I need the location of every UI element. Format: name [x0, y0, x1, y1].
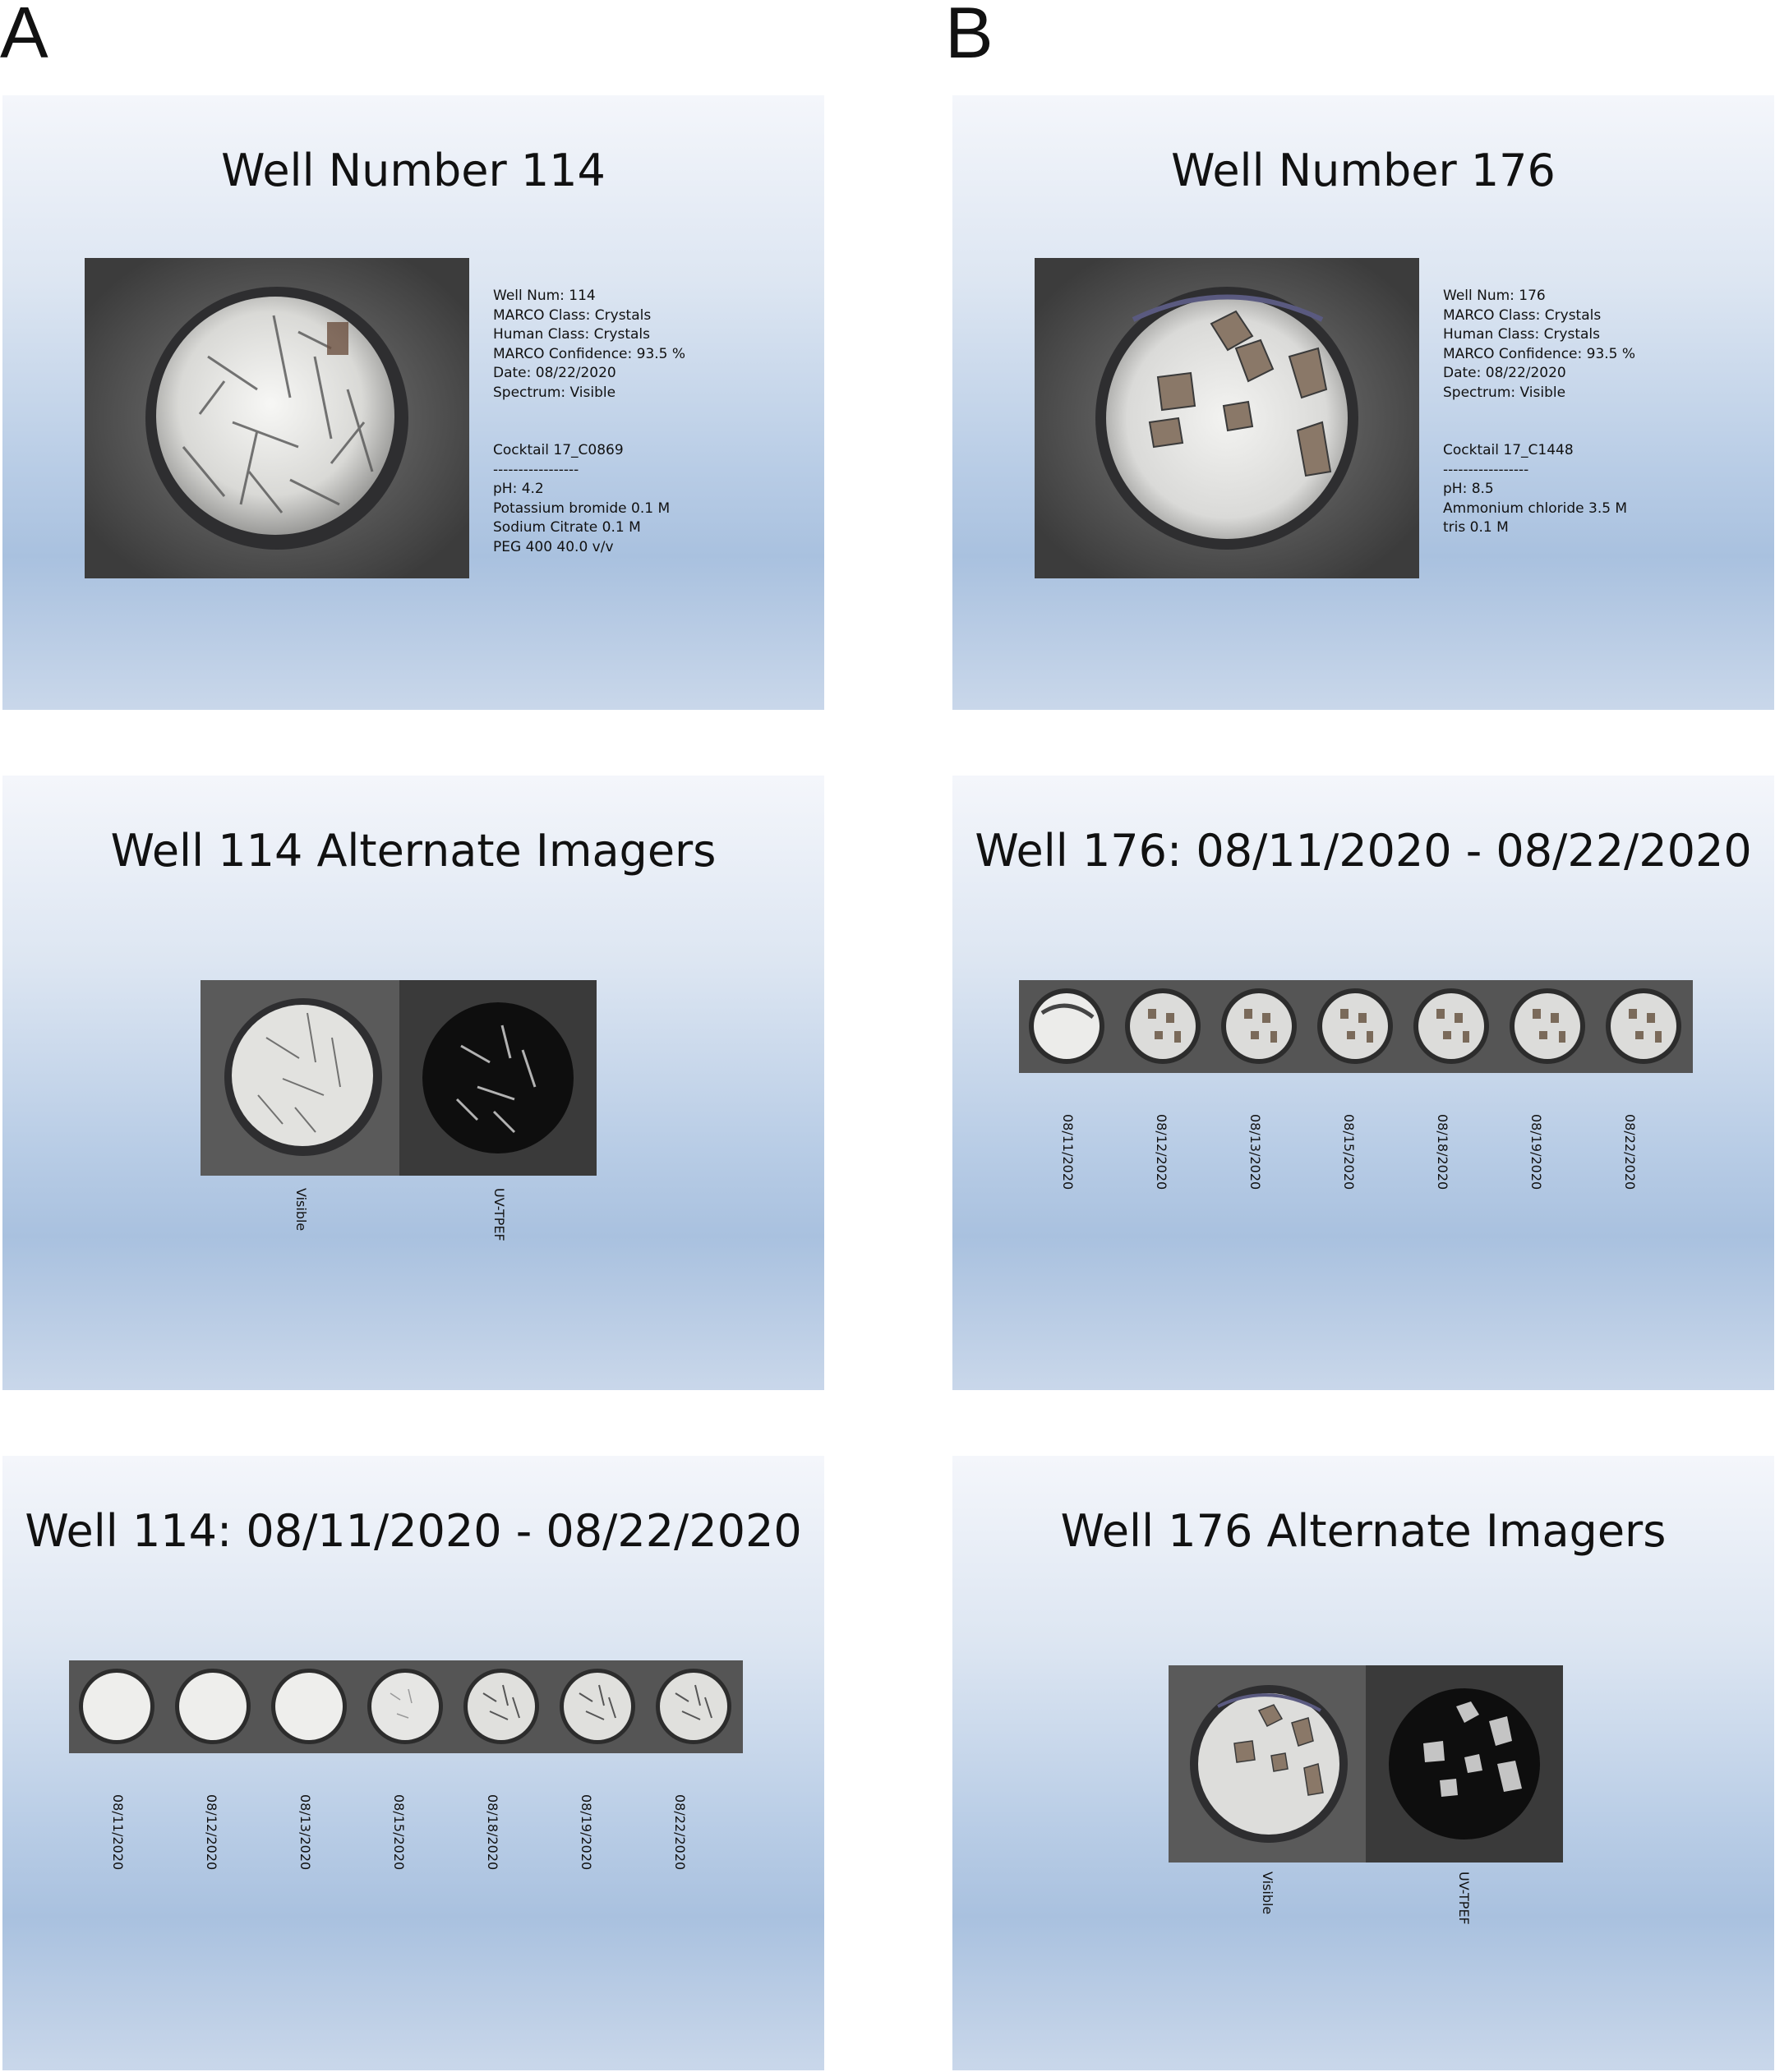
- timeline-thumb: [357, 1660, 454, 1753]
- timeline-date-label: 08/11/2020: [1060, 1114, 1076, 1190]
- well-details: Well Num: 176 MARCO Class: Crystals Huma…: [1443, 288, 1636, 401]
- timeline-date-label: 08/19/2020: [579, 1794, 594, 1871]
- slide-well-176-summary: Well Number 176: [952, 95, 1774, 710]
- timeline-thumb: [69, 1660, 165, 1753]
- timeline-thumb: [454, 1660, 550, 1753]
- timeline-thumb: [1500, 980, 1596, 1073]
- cocktail-details: Cocktail 17_C0869 ----------------- pH: …: [493, 442, 671, 555]
- imager-label-uv-tpef: UV-TPEF: [1456, 1872, 1472, 1925]
- timeline-date-label: 08/18/2020: [1435, 1114, 1450, 1190]
- slide-title: Well 114: 08/11/2020 - 08/22/2020: [25, 1505, 802, 1557]
- slide-well-114-alternate-imagers: Well 114 Alternate Imagers Visible UV-TP…: [2, 776, 824, 1390]
- timeline-image-strip: [69, 1660, 743, 1753]
- slide-well-176-timeline: Well 176: 08/11/2020 - 08/22/2020 08/11/…: [952, 776, 1774, 1390]
- timeline-date-label: 08/12/2020: [1154, 1114, 1169, 1190]
- timeline-thumb: [1596, 980, 1693, 1073]
- cocktail-details: Cocktail 17_C1448 ----------------- pH: …: [1443, 442, 1628, 536]
- timeline-date-label: 08/19/2020: [1528, 1114, 1544, 1190]
- well-details: Well Num: 114 MARCO Class: Crystals Huma…: [493, 288, 686, 401]
- timeline-thumb: [550, 1660, 646, 1753]
- imager-label-visible: Visible: [1260, 1872, 1275, 1915]
- panel-label-b: B: [945, 0, 994, 73]
- timeline-date-label: 08/13/2020: [1247, 1114, 1263, 1190]
- slide-title: Well 176 Alternate Imagers: [1060, 1505, 1667, 1557]
- timeline-date-label: 08/12/2020: [204, 1794, 219, 1871]
- imager-label-visible: Visible: [293, 1188, 309, 1232]
- timeline-thumb: [646, 1660, 743, 1753]
- well-114-image: [85, 258, 469, 578]
- timeline-thumb: [165, 1660, 261, 1753]
- timeline-date-label: 08/22/2020: [1622, 1114, 1638, 1190]
- timeline-thumb: [1307, 980, 1404, 1073]
- timeline-date-label: 08/18/2020: [485, 1794, 500, 1871]
- timeline-thumb: [1211, 980, 1307, 1073]
- slide-well-176-alternate-imagers: Well 176 Alternate Imagers: [952, 1456, 1774, 2070]
- timeline-date-label: 08/15/2020: [1341, 1114, 1357, 1190]
- slide-well-114-timeline: Well 114: 08/11/2020 - 08/22/2020 08/11/…: [2, 1456, 824, 2070]
- panel-label-a: A: [0, 0, 48, 73]
- timeline-thumb: [1019, 980, 1115, 1073]
- timeline-thumb: [1404, 980, 1500, 1073]
- timeline-thumb: [1115, 980, 1211, 1073]
- slide-title: Well Number 176: [1171, 145, 1556, 196]
- well-176-uv-tpef-image: [1366, 1665, 1563, 1862]
- slide-title: Well 176: 08/11/2020 - 08/22/2020: [975, 825, 1752, 877]
- timeline-date-label: 08/15/2020: [391, 1794, 407, 1871]
- imager-label-uv-tpef: UV-TPEF: [491, 1188, 507, 1241]
- well-114-uv-tpef-image: [399, 980, 597, 1176]
- slide-title: Well Number 114: [221, 145, 606, 196]
- timeline-image-strip: [1019, 980, 1693, 1073]
- timeline-thumb: [261, 1660, 357, 1753]
- well-176-image: [1035, 258, 1419, 578]
- timeline-date-label: 08/22/2020: [672, 1794, 688, 1871]
- slide-title: Well 114 Alternate Imagers: [110, 825, 717, 877]
- well-176-visible-image: [1169, 1665, 1366, 1862]
- timeline-date-label: 08/13/2020: [297, 1794, 313, 1871]
- slide-well-114-summary: Well Number 114: [2, 95, 824, 710]
- timeline-date-label: 08/11/2020: [110, 1794, 126, 1871]
- well-114-visible-image: [201, 980, 399, 1176]
